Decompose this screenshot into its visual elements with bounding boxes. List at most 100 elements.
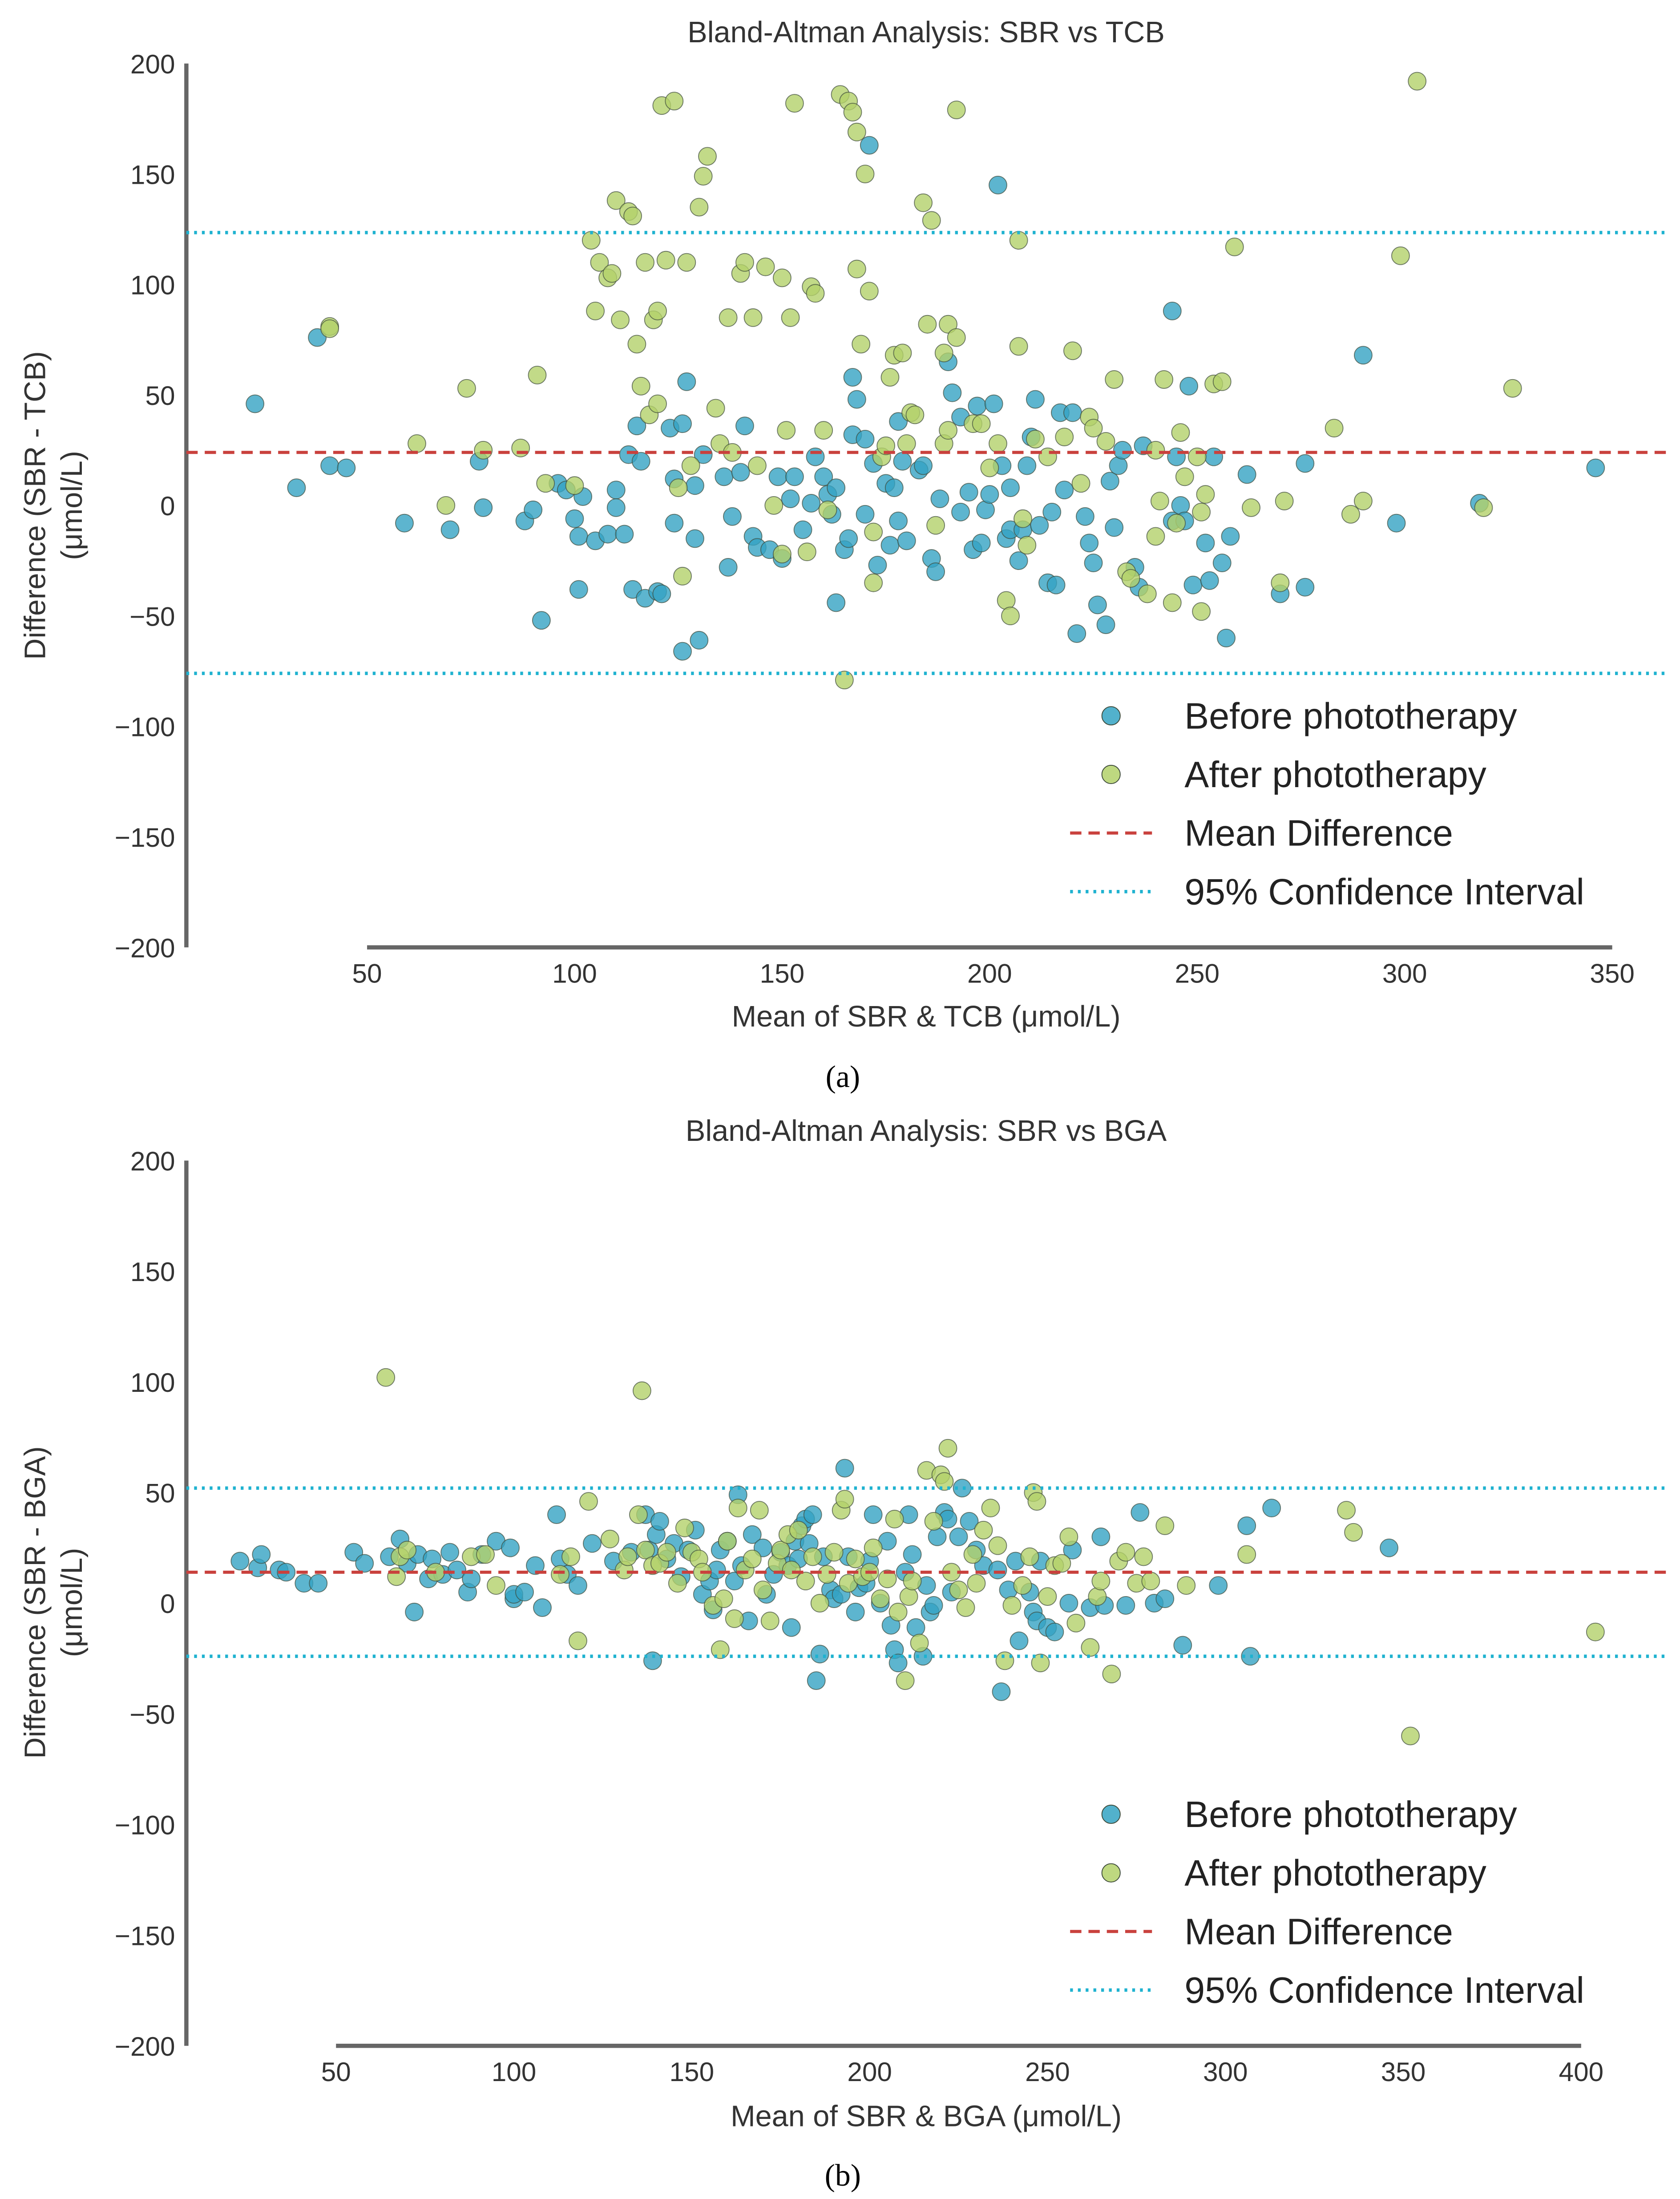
legend-label: Before phototherapy: [1184, 695, 1517, 736]
after-point: [771, 1540, 790, 1560]
before-point: [949, 1527, 968, 1546]
before-point: [1010, 1631, 1029, 1650]
after-point: [934, 344, 953, 363]
before-point: [1131, 1503, 1150, 1522]
after-point: [673, 566, 692, 586]
after-point: [905, 405, 925, 424]
after-point: [856, 165, 875, 184]
after-point: [997, 591, 1016, 610]
after-point: [747, 456, 767, 475]
before-point: [846, 1602, 865, 1621]
y-tick-label: 0: [160, 491, 175, 521]
x-tick-label: 50: [352, 958, 382, 988]
after-point: [835, 671, 854, 690]
after-point: [1102, 1665, 1121, 1684]
after-point: [735, 253, 754, 272]
after-point: [896, 1671, 915, 1690]
after-point: [1071, 474, 1090, 493]
panel-caption: (a): [826, 1060, 860, 1094]
after-point: [910, 1633, 929, 1653]
after-point: [885, 1510, 904, 1528]
after-point: [387, 1567, 406, 1586]
after-point: [1150, 492, 1169, 510]
x-tick-label: 100: [552, 958, 597, 988]
y-tick-label: 50: [145, 1478, 175, 1508]
before-point: [1387, 513, 1406, 533]
chart-title: Bland-Altman Analysis: SBR vs BGA: [686, 1115, 1167, 1148]
after-point: [1084, 419, 1103, 438]
after-point: [878, 1569, 897, 1589]
x-tick-label: 150: [760, 958, 805, 988]
after-point: [1018, 536, 1037, 555]
after-point: [888, 1602, 908, 1621]
y-tick-label: 200: [130, 49, 175, 79]
after-point: [714, 1589, 733, 1608]
after-point: [824, 1543, 844, 1562]
after-point: [864, 1538, 883, 1557]
after-point: [627, 335, 646, 354]
before-point: [943, 383, 962, 402]
before-point: [569, 580, 588, 599]
y-tick-label: −200: [115, 2031, 175, 2062]
before-point: [615, 525, 634, 544]
after-point: [1063, 341, 1082, 360]
before-point: [715, 467, 734, 486]
before-point: [677, 372, 696, 391]
after-point: [974, 1520, 993, 1540]
before-point: [569, 1576, 587, 1595]
before-point: [807, 1671, 826, 1690]
after-point: [569, 1631, 587, 1650]
before-point: [569, 527, 588, 546]
before-point: [583, 1534, 602, 1553]
after-point: [1091, 1572, 1111, 1591]
after-point: [1325, 419, 1344, 438]
before-point: [928, 1527, 947, 1546]
x-tick-label: 350: [1381, 2057, 1426, 2087]
before-point: [1109, 456, 1128, 475]
after-point: [487, 1576, 505, 1595]
after-point: [1503, 379, 1522, 398]
before-point: [1212, 554, 1232, 572]
before-point: [843, 368, 862, 387]
before-point: [906, 1618, 925, 1637]
legend-before-marker: [1101, 706, 1121, 726]
before-point: [1217, 628, 1236, 647]
after-point: [1096, 432, 1115, 451]
x-tick-label: 200: [847, 2057, 892, 2087]
after-point: [1031, 1653, 1050, 1673]
after-point: [1225, 238, 1244, 256]
x-tick-label: 200: [967, 958, 1012, 988]
before-point: [1237, 465, 1256, 484]
after-point: [1353, 492, 1373, 510]
after-point: [629, 1505, 648, 1524]
before-point: [686, 529, 704, 548]
after-point: [1344, 1523, 1363, 1542]
before-point: [959, 483, 978, 502]
before-point: [643, 1651, 662, 1670]
after-point: [871, 1589, 890, 1608]
x-tick-label: 250: [1175, 958, 1220, 988]
after-point: [636, 1540, 655, 1560]
before-point: [547, 1505, 566, 1524]
after-point: [876, 436, 896, 455]
before-point: [781, 489, 800, 508]
before-point: [930, 489, 949, 508]
after-point: [846, 1549, 865, 1568]
after-point: [1146, 441, 1165, 460]
after-point: [835, 1490, 854, 1509]
after-point: [1020, 1547, 1039, 1566]
before-point: [631, 452, 650, 471]
chart-title: Bland-Altman Analysis: SBR vs TCB: [687, 16, 1165, 49]
after-point: [561, 1547, 580, 1566]
after-point: [602, 264, 622, 283]
before-point: [1209, 1576, 1228, 1595]
after-point: [924, 1512, 943, 1531]
before-point: [835, 1459, 854, 1478]
after-point: [963, 1545, 982, 1564]
before-point: [440, 1543, 460, 1562]
after-point: [320, 319, 339, 338]
after-point: [565, 476, 584, 495]
after-point: [949, 1581, 968, 1600]
after-point: [631, 376, 650, 396]
before-point: [723, 507, 742, 526]
